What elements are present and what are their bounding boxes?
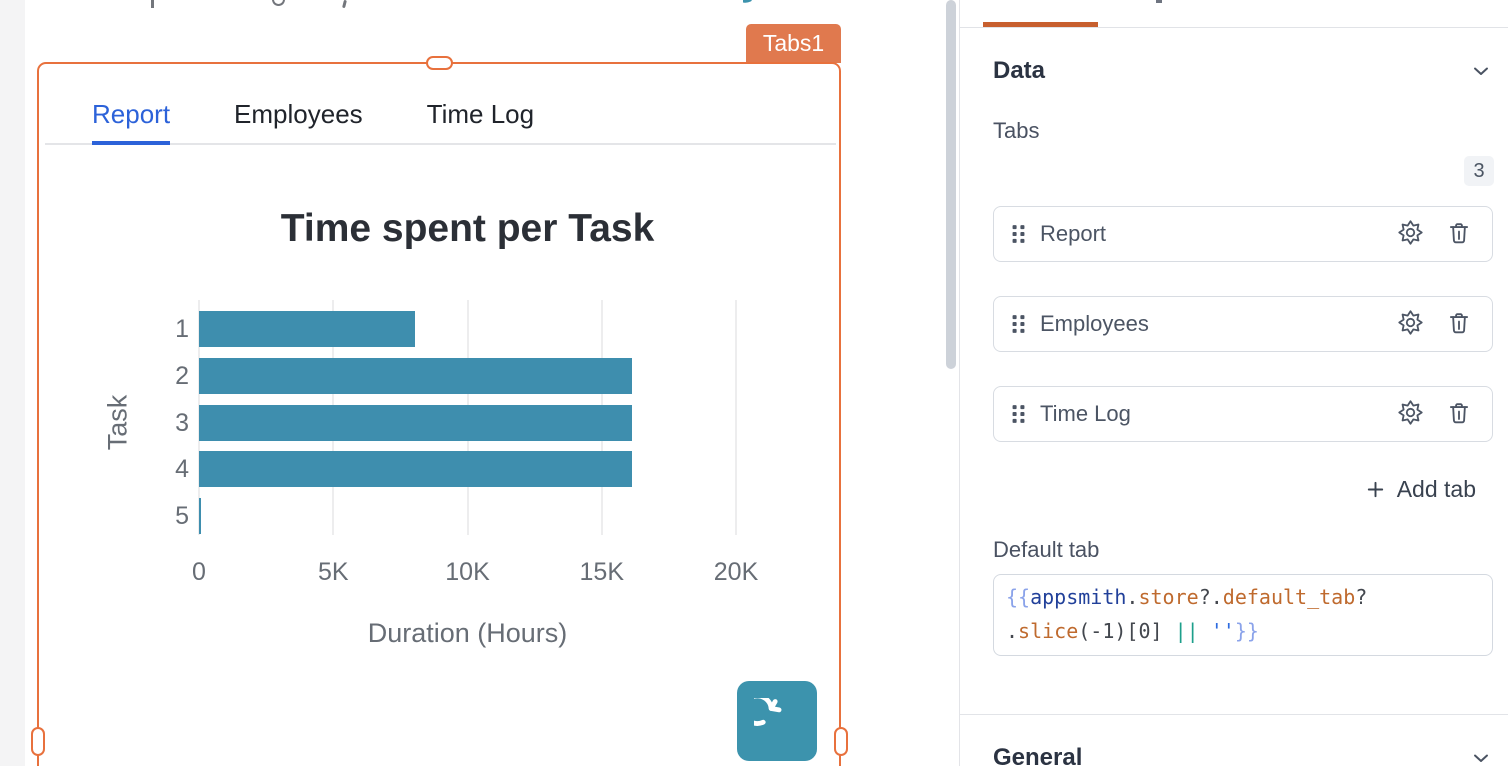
chevron-down-icon[interactable] xyxy=(1469,59,1493,83)
resize-handle-left[interactable] xyxy=(31,727,45,756)
clipped-refresh-icon[interactable] xyxy=(743,0,777,16)
chart-x-axis-label: Duration (Hours) xyxy=(367,618,568,648)
gear-icon xyxy=(1397,399,1424,429)
tabs-field-label: Tabs xyxy=(993,118,1040,143)
pane-section-divider xyxy=(960,714,1508,715)
clipped-text-fragment xyxy=(1156,0,1162,3)
code-token: appsmith xyxy=(1030,585,1127,609)
widget-name-badge[interactable]: Tabs1 xyxy=(746,24,841,63)
widget-tab-report[interactable]: Report xyxy=(92,99,171,145)
x-axis-tick: 10K xyxy=(445,558,490,586)
tab-settings-button[interactable] xyxy=(1397,219,1424,249)
add-tab-button[interactable]: Add tab xyxy=(1364,476,1476,503)
drag-handle-icon[interactable] xyxy=(1009,402,1028,426)
resize-handle-right[interactable] xyxy=(834,727,848,756)
x-axis-tick: 15K xyxy=(579,558,624,586)
tab-card-label: Time Log xyxy=(1040,401,1131,426)
y-axis-tick: 1 xyxy=(175,315,189,343)
tab-bar-divider xyxy=(45,143,836,145)
code-token: {{ xyxy=(1006,585,1031,609)
refresh-icon xyxy=(754,698,782,726)
drag-handle-icon[interactable] xyxy=(1009,222,1028,246)
widget-tab-employees[interactable]: Employees xyxy=(234,99,363,129)
tabs-count-badge: 3 xyxy=(1464,156,1494,186)
chart-bar xyxy=(199,404,633,441)
canvas-scrollbar[interactable] xyxy=(946,0,956,369)
canvas-left-gutter xyxy=(0,0,25,766)
code-token: default_tab xyxy=(1222,585,1356,609)
x-axis-tick: 5K xyxy=(317,558,349,586)
trash-icon xyxy=(1446,220,1472,249)
code-token: . xyxy=(1006,619,1019,643)
general-section-header[interactable]: General xyxy=(993,744,1493,766)
tab-card-label: Report xyxy=(1040,221,1107,246)
general-section-title: General xyxy=(993,744,1083,766)
default-tab-label: Default tab xyxy=(993,537,1100,562)
chart-bar xyxy=(199,451,633,488)
code-token: || xyxy=(1174,619,1211,643)
widget-tab-time-log[interactable]: Time Log xyxy=(426,99,535,129)
property-pane: Data Tabs 3 Report Employees Time Log Add … xyxy=(959,0,1508,766)
y-axis-tick: 3 xyxy=(175,408,189,437)
drag-handle-icon[interactable] xyxy=(1009,312,1028,336)
code-line: {{appsmith.store?.default_tab? xyxy=(1006,580,1480,614)
y-axis-tick: 4 xyxy=(175,455,189,484)
tab-card-employees[interactable]: Employees xyxy=(993,296,1493,352)
y-axis-tick: 5 xyxy=(175,502,189,531)
tab-card-report[interactable]: Report xyxy=(993,206,1493,262)
widget-tab-bar: Report Employees Time Log xyxy=(92,99,534,145)
pane-active-tab-underline xyxy=(983,22,1098,27)
chart-plot: 0 5K 10K 15K 20K 1 2 3 4 5 xyxy=(175,300,758,586)
tab-delete-button[interactable] xyxy=(1446,310,1472,339)
tab-settings-button[interactable] xyxy=(1397,399,1424,429)
chart-bar xyxy=(199,498,201,535)
clipped-text-fragment xyxy=(272,0,285,6)
code-token: ?. xyxy=(1198,585,1223,609)
chart-refresh-button[interactable] xyxy=(737,681,817,761)
chart-bar xyxy=(199,357,633,394)
tab-card-label: Employees xyxy=(1040,311,1149,336)
gear-icon xyxy=(1397,309,1424,339)
add-tab-label: Add tab xyxy=(1396,476,1476,502)
x-axis-tick: 20K xyxy=(713,558,759,586)
y-axis-tick: 2 xyxy=(175,361,189,390)
trash-icon xyxy=(1446,400,1472,429)
canvas-area: Tabs1 Report Employees Time Log Time spent… xyxy=(0,0,956,766)
chart-bar xyxy=(199,311,416,347)
data-section-title: Data xyxy=(993,57,1046,84)
resize-handle-top[interactable] xyxy=(426,56,453,70)
gear-icon xyxy=(1397,219,1424,249)
chart-title: Time spent per Task xyxy=(280,207,655,250)
tab-delete-button[interactable] xyxy=(1446,220,1472,249)
code-token: store xyxy=(1138,585,1199,609)
default-tab-code-input[interactable]: {{appsmith.store?.default_tab? .slice(-1)… xyxy=(993,574,1493,656)
code-token: ? xyxy=(1355,585,1368,609)
code-line: .slice(-1)[0] || ''}} xyxy=(1006,614,1480,648)
trash-icon xyxy=(1446,310,1472,339)
code-token: }} xyxy=(1234,619,1259,643)
code-token: '' xyxy=(1210,619,1235,643)
plus-icon xyxy=(1367,481,1383,498)
pane-top-divider xyxy=(960,27,1508,28)
x-axis-tick: 0 xyxy=(192,558,206,586)
code-token: (-1)[0] xyxy=(1078,619,1175,643)
code-token: . xyxy=(1126,585,1139,609)
tab-card-time-log[interactable]: Time Log xyxy=(993,386,1493,442)
chart-gridline xyxy=(735,300,737,535)
chevron-down-icon[interactable] xyxy=(1469,746,1493,766)
tab-settings-button[interactable] xyxy=(1397,309,1424,339)
clipped-text-fragment xyxy=(342,0,347,9)
code-token: slice xyxy=(1018,619,1079,643)
tab-delete-button[interactable] xyxy=(1446,400,1472,429)
chart-y-axis-label: Task xyxy=(102,394,133,451)
data-section-header[interactable]: Data xyxy=(993,57,1493,85)
clipped-text-fragment xyxy=(151,0,154,8)
